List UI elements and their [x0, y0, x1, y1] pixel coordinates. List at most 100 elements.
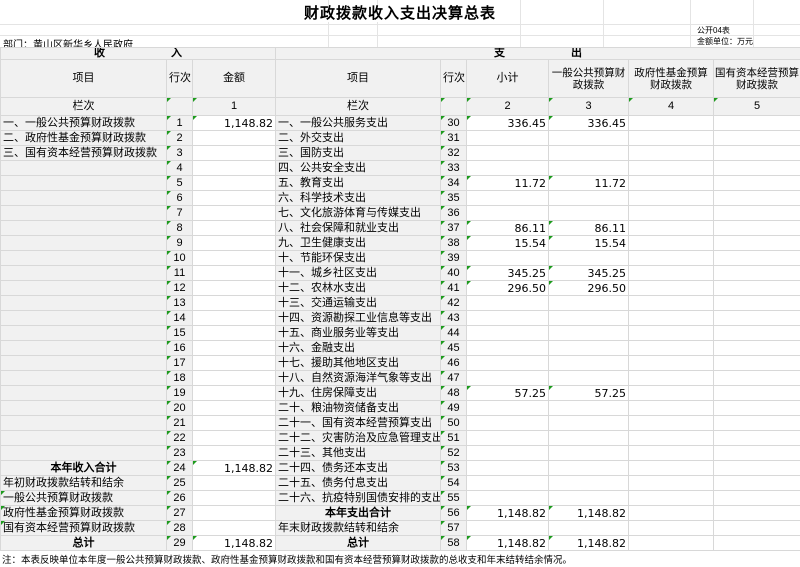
income-cell-name[interactable]: 年初财政拨款结转和结余 [0, 475, 167, 491]
income-cell-name[interactable] [0, 235, 167, 251]
income-cell-rowno[interactable]: 22 [166, 430, 193, 446]
expense-header-govt-fund[interactable]: 政府性基金预算财政拨款 [628, 59, 714, 98]
expense-cell-subtotal[interactable] [466, 325, 549, 341]
expense-cell-subtotal[interactable] [466, 130, 549, 146]
expense-cell-name[interactable]: 二十三、其他支出 [275, 445, 441, 461]
expense-cell-rowno[interactable]: 44 [440, 325, 467, 341]
expense-lane-no-2[interactable]: 2 [466, 97, 549, 116]
expense-cell-rowno[interactable]: 39 [440, 250, 467, 266]
expense-cell-general-budget[interactable] [548, 295, 629, 311]
expense-cell-general-budget[interactable] [548, 250, 629, 266]
income-cell-rowno[interactable]: 27 [166, 505, 193, 521]
expense-cell-general-budget[interactable]: 15.54 [548, 235, 629, 251]
expense-cell-govt-fund[interactable] [628, 160, 714, 176]
expense-cell-state-capital[interactable] [713, 130, 800, 146]
expense-cell-general-budget[interactable] [548, 160, 629, 176]
income-cell-amount[interactable] [192, 355, 276, 371]
expense-cell-subtotal[interactable] [466, 160, 549, 176]
expense-cell-subtotal[interactable] [466, 310, 549, 326]
expense-cell-general-budget[interactable] [548, 340, 629, 356]
expense-cell-general-budget[interactable] [548, 490, 629, 506]
expense-cell-general-budget[interactable]: 345.25 [548, 265, 629, 281]
income-cell-rowno[interactable]: 10 [166, 250, 193, 266]
expense-cell-state-capital[interactable] [713, 220, 800, 236]
income-cell-rowno[interactable]: 2 [166, 130, 193, 146]
expense-cell-general-budget[interactable]: 11.72 [548, 175, 629, 191]
income-cell-amount[interactable] [192, 445, 276, 461]
expense-cell-general-budget[interactable] [548, 370, 629, 386]
expense-cell-general-budget[interactable]: 1,148.82 [548, 535, 629, 551]
expense-cell-general-budget[interactable] [548, 205, 629, 221]
expense-cell-subtotal[interactable]: 1,148.82 [466, 505, 549, 521]
income-cell-rowno[interactable]: 23 [166, 445, 193, 461]
expense-cell-state-capital[interactable] [713, 145, 800, 161]
expense-cell-state-capital[interactable] [713, 400, 800, 416]
income-cell-name[interactable] [0, 430, 167, 446]
income-cell-rowno[interactable]: 18 [166, 370, 193, 386]
expense-cell-rowno[interactable]: 33 [440, 160, 467, 176]
income-cell-rowno[interactable]: 16 [166, 340, 193, 356]
expense-cell-govt-fund[interactable] [628, 145, 714, 161]
expense-cell-general-budget[interactable] [548, 475, 629, 491]
expense-cell-state-capital[interactable] [713, 505, 800, 521]
expense-cell-govt-fund[interactable] [628, 250, 714, 266]
expense-cell-rowno[interactable]: 47 [440, 370, 467, 386]
expense-cell-govt-fund[interactable] [628, 490, 714, 506]
income-header-amount[interactable]: 金额 [192, 59, 276, 98]
expense-cell-subtotal[interactable] [466, 460, 549, 476]
expense-cell-subtotal[interactable] [466, 400, 549, 416]
expense-cell-name[interactable]: 十六、金融支出 [275, 340, 441, 356]
income-cell-amount[interactable] [192, 505, 276, 521]
expense-cell-govt-fund[interactable] [628, 415, 714, 431]
income-cell-rowno[interactable]: 28 [166, 520, 193, 536]
expense-cell-govt-fund[interactable] [628, 505, 714, 521]
expense-cell-general-budget[interactable]: 336.45 [548, 115, 629, 131]
income-cell-amount[interactable] [192, 370, 276, 386]
expense-cell-name[interactable]: 十八、自然资源海洋气象等支出 [275, 370, 441, 386]
expense-cell-name[interactable]: 一、一般公共服务支出 [275, 115, 441, 131]
expense-cell-general-budget[interactable] [548, 520, 629, 536]
income-cell-amount[interactable]: 1,148.82 [192, 460, 276, 476]
income-cell-name[interactable]: 三、国有资本经营预算财政拨款 [0, 145, 167, 161]
income-lane-rowno-blank[interactable] [166, 97, 193, 116]
expense-cell-state-capital[interactable] [713, 340, 800, 356]
expense-cell-state-capital[interactable] [713, 280, 800, 296]
expense-cell-govt-fund[interactable] [628, 430, 714, 446]
income-cell-amount[interactable] [192, 175, 276, 191]
expense-lane-no-3[interactable]: 3 [548, 97, 629, 116]
income-cell-name[interactable] [0, 445, 167, 461]
income-cell-name[interactable] [0, 220, 167, 236]
expense-cell-govt-fund[interactable] [628, 535, 714, 551]
expense-cell-subtotal[interactable]: 1,148.82 [466, 535, 549, 551]
expense-cell-govt-fund[interactable] [628, 220, 714, 236]
income-cell-amount[interactable] [192, 415, 276, 431]
expense-cell-general-budget[interactable]: 57.25 [548, 385, 629, 401]
expense-cell-govt-fund[interactable] [628, 310, 714, 326]
expense-cell-rowno[interactable]: 45 [440, 340, 467, 356]
expense-cell-govt-fund[interactable] [628, 370, 714, 386]
expense-lane-rowno-blank[interactable] [440, 97, 467, 116]
expense-cell-subtotal[interactable] [466, 340, 549, 356]
income-cell-name[interactable]: 一般公共预算财政拨款 [0, 490, 167, 506]
expense-cell-subtotal[interactable] [466, 415, 549, 431]
expense-cell-general-budget[interactable] [548, 460, 629, 476]
income-cell-name[interactable] [0, 175, 167, 191]
income-cell-name[interactable]: 国有资本经营预算财政拨款 [0, 520, 167, 536]
expense-cell-subtotal[interactable] [466, 520, 549, 536]
expense-cell-govt-fund[interactable] [628, 475, 714, 491]
income-cell-name[interactable] [0, 205, 167, 221]
expense-cell-govt-fund[interactable] [628, 205, 714, 221]
income-cell-rowno[interactable]: 8 [166, 220, 193, 236]
expense-cell-rowno[interactable]: 51 [440, 430, 467, 446]
expense-cell-general-budget[interactable] [548, 325, 629, 341]
income-cell-name[interactable]: 二、政府性基金预算财政拨款 [0, 130, 167, 146]
income-cell-rowno[interactable]: 12 [166, 280, 193, 296]
income-cell-rowno[interactable]: 3 [166, 145, 193, 161]
expense-cell-subtotal[interactable] [466, 145, 549, 161]
expense-cell-rowno[interactable]: 48 [440, 385, 467, 401]
income-cell-rowno[interactable]: 4 [166, 160, 193, 176]
income-cell-name[interactable] [0, 295, 167, 311]
expense-cell-name[interactable]: 八、社会保障和就业支出 [275, 220, 441, 236]
income-cell-name[interactable]: 政府性基金预算财政拨款 [0, 505, 167, 521]
expense-lane-no-4[interactable]: 4 [628, 97, 714, 116]
